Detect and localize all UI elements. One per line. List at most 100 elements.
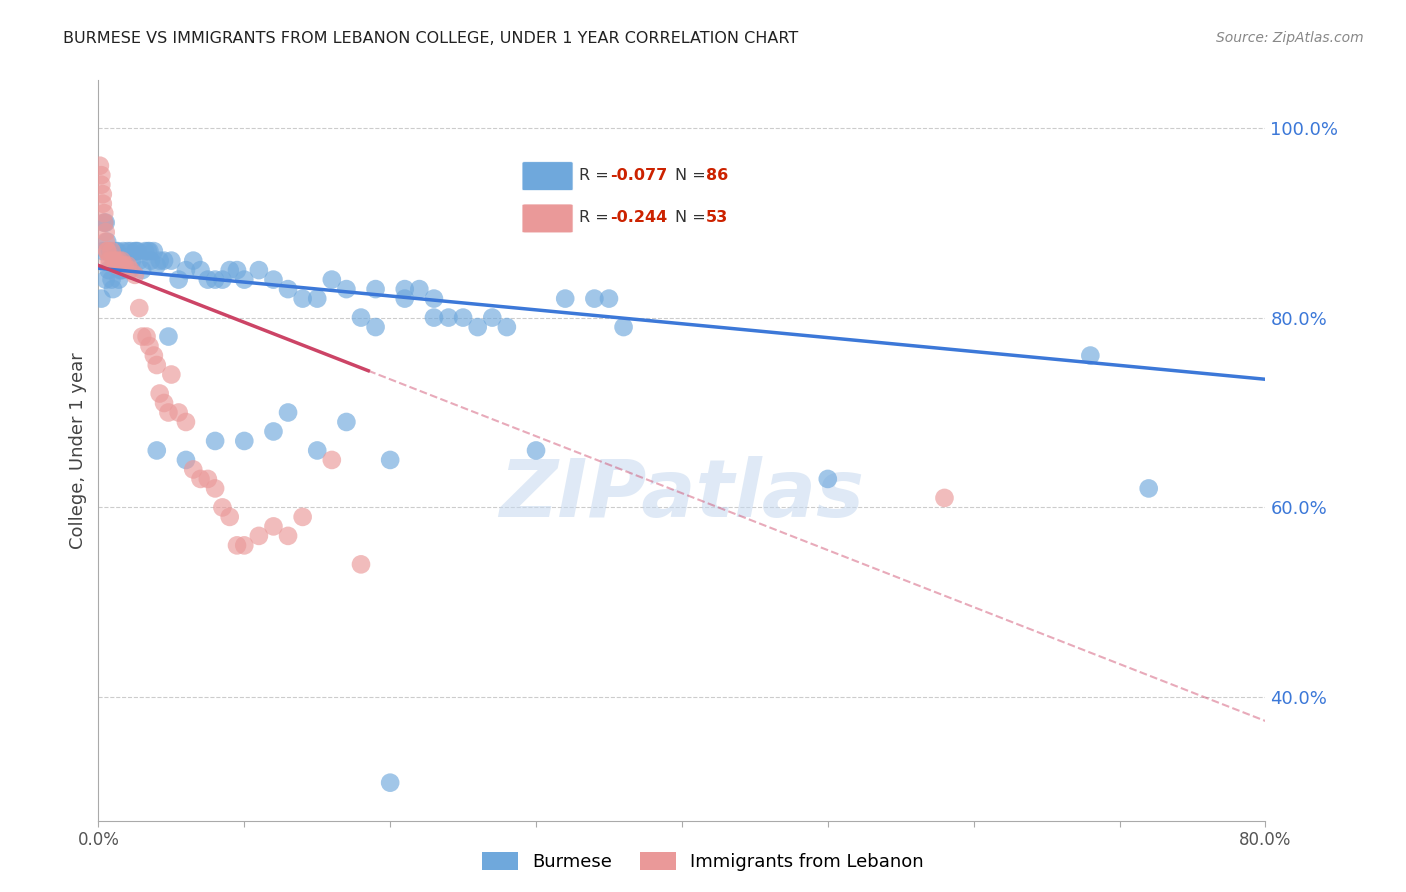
Point: [110, 259, 132, 273]
Point: [101, 282, 124, 296]
Point: [121, 253, 143, 268]
Point: [98, 244, 121, 259]
Point: [101, 253, 124, 268]
Point: [103, 253, 125, 268]
Point: [131, 263, 153, 277]
Point: [100, 244, 122, 259]
Point: [105, 259, 128, 273]
Point: [142, 244, 165, 259]
Point: [524, 443, 547, 458]
Point: [598, 292, 620, 306]
Point: [91, 196, 114, 211]
Point: [277, 282, 299, 296]
Point: [364, 320, 387, 334]
Point: [612, 320, 634, 334]
Text: BURMESE VS IMMIGRANTS FROM LEBANON COLLEGE, UNDER 1 YEAR CORRELATION CHART: BURMESE VS IMMIGRANTS FROM LEBANON COLLE…: [63, 31, 799, 46]
Legend: Burmese, Immigrants from Lebanon: Burmese, Immigrants from Lebanon: [475, 845, 931, 879]
Point: [89, 159, 111, 173]
Point: [190, 472, 212, 486]
Point: [149, 253, 172, 268]
Text: N =: N =: [675, 210, 711, 225]
Point: [277, 405, 299, 419]
Point: [174, 263, 197, 277]
Point: [139, 253, 162, 268]
Point: [112, 259, 135, 273]
Point: [131, 329, 153, 343]
Point: [146, 358, 169, 372]
Point: [120, 244, 142, 259]
Point: [94, 235, 117, 249]
Point: [321, 272, 343, 286]
Point: [153, 396, 176, 410]
Point: [96, 235, 118, 249]
Point: [233, 434, 256, 448]
Point: [117, 244, 139, 259]
Point: [120, 263, 142, 277]
Point: [103, 253, 125, 268]
Point: [380, 775, 402, 789]
Point: [423, 310, 446, 325]
Point: [350, 558, 373, 572]
Point: [481, 310, 503, 325]
Point: [583, 292, 606, 306]
Point: [467, 320, 489, 334]
Point: [111, 253, 134, 268]
Point: [262, 425, 284, 439]
Point: [160, 253, 183, 268]
Text: -0.077: -0.077: [610, 168, 666, 183]
Point: [233, 538, 256, 552]
Point: [197, 272, 219, 286]
Point: [104, 253, 127, 268]
Point: [153, 253, 176, 268]
Point: [117, 259, 139, 273]
Point: [247, 529, 270, 543]
Point: [174, 453, 197, 467]
Point: [451, 310, 474, 325]
Point: [364, 282, 387, 296]
Point: [423, 292, 446, 306]
Text: 86: 86: [706, 168, 728, 183]
Point: [157, 405, 180, 419]
Point: [118, 263, 141, 277]
Point: [335, 415, 357, 429]
Point: [115, 253, 138, 268]
Point: [111, 263, 134, 277]
Text: 53: 53: [706, 210, 728, 225]
Point: [125, 244, 148, 259]
Point: [128, 301, 150, 315]
Point: [93, 216, 115, 230]
Text: -0.244: -0.244: [610, 210, 666, 225]
Point: [437, 310, 460, 325]
Point: [226, 263, 249, 277]
Point: [90, 168, 112, 182]
Text: R =: R =: [579, 210, 613, 225]
FancyBboxPatch shape: [522, 161, 574, 191]
Point: [91, 187, 114, 202]
Point: [104, 244, 127, 259]
Point: [94, 272, 117, 286]
Point: [817, 472, 839, 486]
Point: [496, 320, 519, 334]
Point: [91, 244, 114, 259]
Point: [97, 253, 120, 268]
Point: [335, 282, 357, 296]
Point: [124, 268, 146, 282]
Point: [211, 272, 233, 286]
Point: [190, 263, 212, 277]
Point: [146, 443, 169, 458]
Point: [167, 405, 190, 419]
Point: [277, 529, 299, 543]
Point: [112, 244, 135, 259]
Point: [247, 263, 270, 277]
Point: [1080, 349, 1102, 363]
Point: [105, 244, 128, 259]
Point: [94, 225, 117, 239]
Point: [204, 434, 226, 448]
Point: [142, 349, 165, 363]
Point: [554, 292, 576, 306]
Point: [181, 462, 204, 476]
Point: [307, 443, 329, 458]
Point: [98, 253, 121, 268]
Point: [394, 282, 416, 296]
Point: [146, 259, 169, 273]
